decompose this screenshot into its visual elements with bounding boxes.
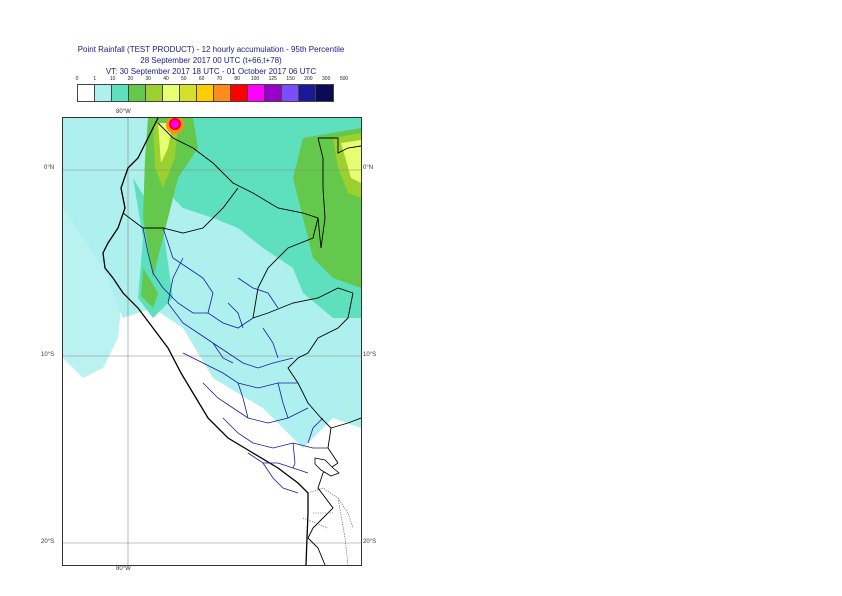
legend-swatch [146,85,163,101]
border-peru-bolivia [307,462,339,539]
border-colombia-venezuela [318,137,361,154]
lat-label-0n-left: 0°N [44,165,55,171]
rain-peak-magenta [171,120,179,128]
legend-threshold-label: 1 [93,76,97,82]
legend-threshold-label: 20 [127,76,134,82]
lat-label-10s-left: 10°S [41,352,55,358]
border-colombia-brazil [317,137,326,249]
legend-swatch [112,85,129,101]
rain-band-offshore [63,118,123,378]
legend-threshold-label: 50 [181,76,187,82]
legend-swatch [231,85,248,101]
chart-title-line2: 28 September 2017 00 UTC (t+66,t+78) [140,56,282,65]
color-legend [77,84,334,102]
rainfall-map [62,117,362,566]
regional-borders [142,227,328,494]
legend-threshold-label: 80 [234,76,240,82]
legend-threshold-label: 100 [250,76,260,82]
admin-borders-dashed [302,487,354,565]
coastline [102,118,309,565]
legend-threshold-label: 30 [145,76,151,82]
legend-swatch [197,85,214,101]
legend-threshold-label: 0 [75,76,79,82]
lat-label-0n-right: 0°N [363,165,374,171]
lon-label-top: 80°W [116,109,131,115]
legend-swatch [282,85,299,101]
chart-title-line3: VT: 30 September 2017 18 UTC - 01 Octobe… [105,67,317,76]
legend-threshold-label: 500 [339,76,349,82]
rain-band-1-10-south [213,348,343,448]
legend-swatch [214,85,231,101]
legend-threshold-label: 60 [198,76,205,82]
legend-threshold-label: 10 [109,76,116,82]
legend-swatch [299,85,316,101]
legend-swatch [95,85,112,101]
lat-label-20s-right: 20°S [363,539,377,545]
border-bolivia-brazil [330,417,361,429]
lat-label-20s-left: 20°S [41,539,55,545]
map-svg [63,118,361,565]
legend-swatch [180,85,197,101]
legend-threshold-label: 300 [322,76,331,82]
border-bolivia-chile [307,537,326,565]
legend-threshold-label: 70 [216,76,223,82]
legend-threshold-label: 150 [286,76,295,82]
lake-titicaca [314,457,340,477]
lat-label-10s-right: 10°S [363,352,377,358]
rain-band-40-50 [341,140,361,183]
chart-title-line1: Point Rainfall (TEST PRODUCT) - 12 hourl… [77,45,345,54]
rain-band-20-30-coast [141,268,158,308]
rain-band-40-50-north [158,123,173,163]
legend-swatch [78,85,95,101]
border-ecuador-colombia [157,122,322,249]
legend-threshold-label: 40 [163,76,169,82]
legend-threshold-label: 200 [304,76,313,82]
legend-threshold-label: 125 [268,76,277,82]
legend-swatch [163,85,180,101]
legend-swatch [129,85,146,101]
legend-swatch [316,85,333,101]
legend-swatch [265,85,282,101]
legend-swatch [248,85,265,101]
lon-label-bottom: 80°W [116,566,131,572]
